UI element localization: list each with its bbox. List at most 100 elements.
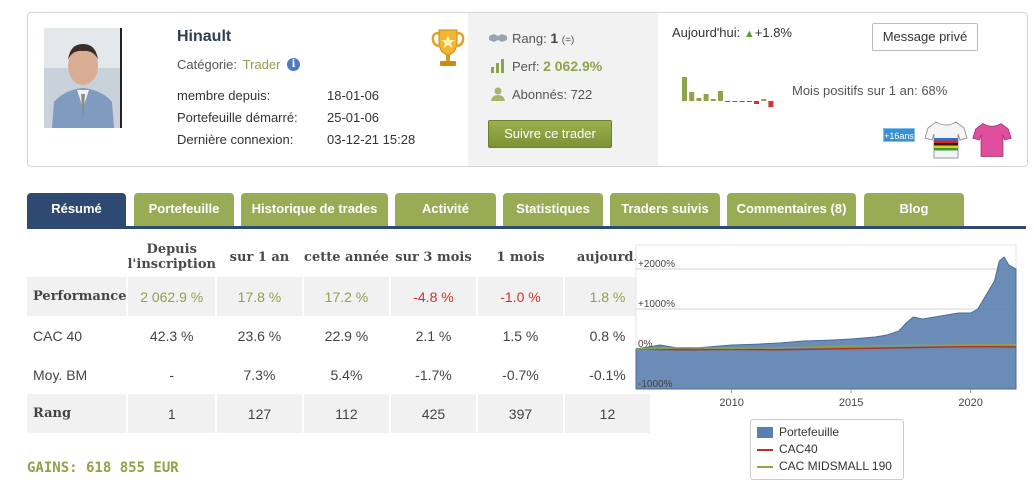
member-since-row: membre depuis: 18-01-06 (177, 88, 379, 103)
category: Catégorie: Trader i (177, 57, 301, 72)
table-cell: -0.7% (476, 355, 564, 394)
member-since-value: 18-01-06 (327, 88, 380, 103)
category-label: Catégorie: (177, 57, 237, 72)
table-row: Rang 1 127 112 425 397 12 (27, 394, 652, 433)
legend-label-portefeuille: Portefeuille (779, 425, 840, 439)
follow-trader-button[interactable]: Suivre ce trader (488, 120, 612, 148)
table-cell: 5.4% (302, 355, 390, 394)
row-label-moy-bm: Moy. BM (27, 355, 128, 394)
tab-resume[interactable]: Résumé (27, 193, 126, 226)
subscribers-value: 722 (570, 87, 593, 102)
today-label: Aujourd'hui: (672, 25, 741, 40)
last-login-label: Dernière connexion: (177, 132, 294, 147)
table-cell: 23.6 % (215, 316, 303, 355)
monthly-bar (718, 91, 723, 101)
header-3-months: sur 3 mois (395, 249, 472, 265)
avatar[interactable] (44, 28, 122, 128)
header-1-year: sur 1 an (229, 249, 290, 265)
legend-swatch-portefeuille (757, 427, 773, 439)
user-icon (491, 87, 505, 101)
table-row: Performance 2 062.9 % 17.8 % 17.2 % -4.8… (27, 277, 652, 316)
arrow-up-icon: ▲ (743, 28, 755, 40)
table-cell: 425 (389, 394, 478, 433)
world-champion-jersey-icon (924, 121, 968, 159)
performance-chart[interactable]: +2000% +1000% 0% -1000% 2010 2015 2020 (634, 237, 1018, 413)
perf-label: Perf: (512, 59, 540, 74)
perf-stat: Perf: 2 062.9% (488, 58, 602, 74)
tab-blog[interactable]: Blog (864, 193, 964, 226)
tab-historique[interactable]: Historique de trades (241, 193, 388, 226)
private-message-button[interactable]: Message privé (872, 23, 978, 51)
header-empty (27, 237, 127, 277)
legend-item-portefeuille[interactable]: Portefeuille (757, 424, 897, 441)
table-cell: -4.8 % (389, 277, 478, 316)
tab-portefeuille[interactable]: Portefeuille (134, 193, 234, 226)
tab-traders-suivis[interactable]: Traders suivis (610, 193, 720, 226)
chart-legend: Portefeuille CAC40 CAC MIDSMALL 190 (750, 419, 904, 480)
table-header-row: Depuis l'inscription sur 1 an cette anné… (27, 237, 651, 277)
rank-change: (=) (561, 35, 575, 46)
profile-card: Hinault Catégorie: Trader i membre depui… (27, 12, 1028, 167)
tab-statistiques[interactable]: Statistiques (503, 193, 603, 226)
series-line-cac40[interactable] (635, 345, 1017, 351)
table-cell: 2 062.9 % (127, 277, 217, 316)
pink-jersey-icon (972, 123, 1012, 157)
table-row: CAC 40 42.3 % 23.6 % 22.9 % 2.1 % 1.5 % … (27, 316, 651, 355)
series-line-cac-midsmall-190[interactable] (635, 343, 1017, 350)
table-cell: 1.5 % (476, 316, 564, 355)
y-tick-label: +1000% (638, 299, 675, 310)
category-value[interactable]: Trader (242, 57, 281, 72)
member-since-label: membre depuis: (177, 88, 271, 103)
x-tick-label: 2015 (839, 397, 863, 409)
table-cell: 2.1 % (389, 316, 477, 355)
table-cell: 17.8 % (215, 277, 304, 316)
today-value: +1.8% (754, 25, 792, 40)
monthly-bar (710, 99, 716, 101)
y-tick-label: -1000% (638, 379, 673, 390)
monthly-bar (754, 101, 759, 104)
header-this-year: cette année (304, 249, 389, 265)
bar-chart-icon (491, 59, 504, 73)
legend-item-cac40[interactable]: CAC40 (757, 441, 897, 458)
portfolio-start-label: Portefeuille démarré: (177, 110, 298, 125)
monthly-bars-chart (682, 77, 774, 107)
table-cell: 127 (215, 394, 304, 433)
age-badge: +16ans (883, 128, 915, 142)
y-tick-label: +2000% (638, 259, 675, 270)
tab-activite[interactable]: Activité (395, 193, 496, 226)
legend-label-cac-midsmall: CAC MIDSMALL 190 (779, 459, 892, 473)
table-cell: -1.0 % (476, 277, 565, 316)
monthly-bar (682, 77, 687, 101)
tab-bar: Résumé Portefeuille Historique de trades… (27, 193, 1026, 229)
series-area-portefeuille[interactable] (635, 256, 1017, 390)
y-tick-label: 0% (638, 339, 653, 350)
table-cell: 17.2 % (302, 277, 391, 316)
header-1-month: 1 mois (496, 249, 545, 265)
legend-label-cac40: CAC40 (779, 442, 818, 456)
monthly-bar (761, 99, 767, 101)
positive-months-label: Mois positifs sur 1 an: 68% (792, 83, 948, 98)
monthly-bar (739, 101, 745, 102)
x-tick-label: 2020 (958, 397, 982, 409)
trophy-icon (431, 29, 465, 66)
legend-swatch-cac40 (757, 448, 773, 451)
monthly-bar (732, 101, 738, 102)
table-cell: 42.3 % (127, 316, 216, 355)
monthly-bar (746, 101, 752, 102)
rank-stat: Rang: 1 (=) (488, 30, 574, 46)
info-icon[interactable]: i (287, 58, 301, 71)
monthly-bar (725, 101, 731, 102)
monthly-bar (689, 92, 695, 101)
tab-commentaires[interactable]: Commentaires (8) (727, 193, 856, 226)
rank-value: 1 (550, 30, 559, 46)
x-tick-label: 2010 (719, 397, 743, 409)
stats-panel: Rang: 1 (=) Perf: 2 062.9% Abonnés: 722 … (468, 13, 658, 166)
table-cell: 1 (127, 394, 217, 433)
row-label-performance: Performance (27, 277, 129, 316)
table-cell: - (127, 355, 216, 394)
header-since-signup: Depuis l'inscription (127, 242, 216, 272)
legend-swatch-cac-midsmall (757, 465, 773, 468)
rank-label: Rang: (512, 31, 547, 46)
last-login-row: Dernière connexion: 03-12-21 15:28 (177, 132, 415, 147)
legend-item-cac-midsmall[interactable]: CAC MIDSMALL 190 (757, 458, 897, 475)
